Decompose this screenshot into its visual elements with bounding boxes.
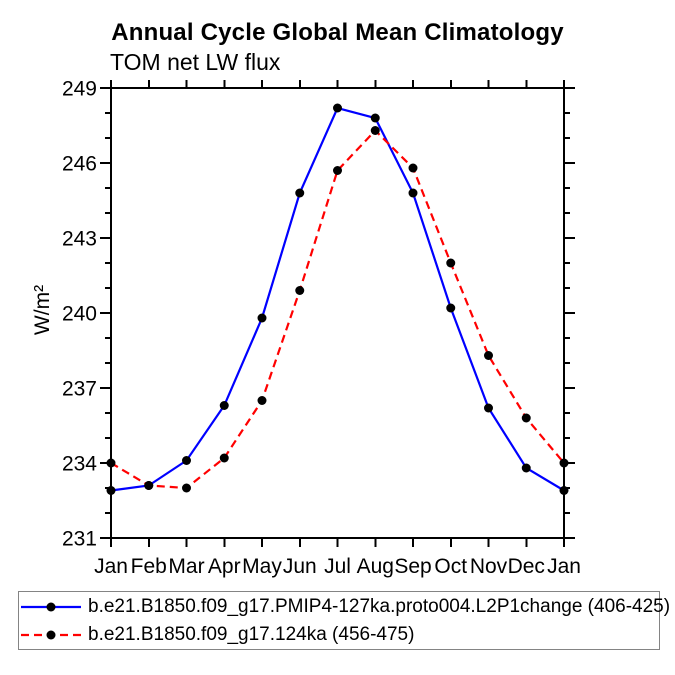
y-tick-label: 249 [62,78,97,101]
series-line-1 [110,128,565,490]
data-point [144,481,154,490]
data-point [182,456,191,465]
chart-subtitle: TOM net LW flux [110,49,281,75]
x-tick-label: Dec [508,555,545,578]
x-tick-label: Aug [357,555,394,578]
y-tick-label: 243 [62,228,97,251]
series-line-0 [110,106,565,492]
legend-item: b.e21.B1850.f09_g17.124ka (456-475) [21,621,659,649]
legend-marker-dot [46,630,56,639]
legend-marker-dot [46,602,56,611]
data-point [408,188,418,198]
data-point [106,458,116,468]
x-tick-label: Jan [94,555,128,578]
data-point [295,188,305,198]
data-point [484,351,493,360]
series-markers-1 [106,126,569,493]
data-point [446,258,456,268]
data-point [182,483,191,493]
data-point [446,303,456,313]
x-tick-label: Jun [283,555,317,578]
data-point [484,403,493,413]
y-tick-label: 240 [62,303,97,326]
x-tick-label: Sep [394,555,431,578]
legend-item: b.e21.B1850.f09_g17.PMIP4-127ka.proto004… [21,593,670,621]
chart-title: Annual Cycle Global Mean Climatology [111,19,564,46]
x-axis-ticks [110,80,565,547]
y-tick-label: 231 [62,528,97,551]
data-point [521,413,531,423]
data-point [333,166,342,175]
x-tick-label: Mar [168,555,204,578]
x-tick-label: Jan [547,555,581,578]
legend-sample-dashed-line [21,630,81,639]
data-point [370,113,380,123]
legend-label: b.e21.B1850.f09_g17.124ka (456-475) [88,623,415,645]
series-markers-0 [106,103,569,495]
legend-label: b.e21.B1850.f09_g17.PMIP4-127ka.proto004… [88,595,671,617]
data-point [408,163,418,173]
legend-sample-solid-line [21,602,81,611]
data-point [521,463,531,473]
x-tick-label: Feb [131,555,167,578]
x-tick-label: Apr [208,555,241,578]
data-point [219,401,229,410]
y-tick-labels: 231 234 237 240 243 246 249 [62,78,97,551]
data-point [559,458,569,468]
x-tick-label: May [242,555,282,578]
data-point [257,313,267,323]
data-point [295,286,305,295]
x-tick-label: Oct [434,555,467,578]
data-point [219,453,229,463]
data-point [559,486,569,495]
x-tick-labels: Jan Feb Mar Apr May Jun Jul Aug Sep Oct Nov Dec Jan [94,555,581,578]
data-point [370,126,380,135]
y-tick-label: 237 [62,378,97,401]
x-tick-label: Jul [324,555,351,578]
data-point [333,103,342,113]
legend: b.e21.B1850.f09_g17.PMIP4-127ka.proto004… [18,591,670,650]
data-point [106,486,116,495]
y-tick-label: 234 [62,453,97,476]
plot-frame [110,87,565,539]
data-point [257,396,267,405]
y-tick-label: 246 [62,153,97,176]
x-tick-label: Nov [470,555,508,578]
